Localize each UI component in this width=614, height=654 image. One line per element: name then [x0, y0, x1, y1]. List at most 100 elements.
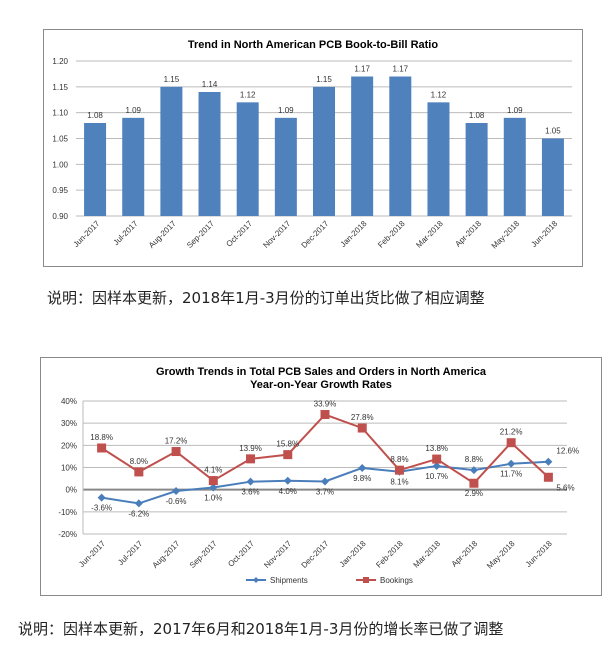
data-label: 12.6%	[556, 447, 579, 456]
shipments-point	[358, 463, 367, 472]
bookings-point	[283, 450, 293, 460]
book-to-bill-chart: Trend in North American PCB Book-to-Bill…	[43, 29, 583, 267]
bookings-point	[320, 410, 330, 420]
data-label: 13.9%	[239, 444, 262, 453]
data-label: 1.15	[164, 75, 180, 84]
shipments-point	[134, 499, 143, 508]
data-label: 3.6%	[241, 488, 259, 497]
data-label: 1.09	[125, 106, 141, 115]
y-tick-label: 40%	[61, 397, 77, 406]
shipments-point	[283, 476, 292, 485]
data-label: 4.1%	[204, 466, 222, 475]
data-label: 8.8%	[390, 455, 408, 464]
legend-marker	[363, 577, 369, 583]
bookings-point	[357, 423, 367, 433]
x-tick-label: Nov-2017	[261, 219, 292, 250]
bar	[541, 138, 564, 216]
x-tick-label: Dec-2017	[300, 539, 331, 570]
shipments-point	[172, 486, 181, 495]
x-tick-label: Apr-2018	[453, 219, 483, 249]
bookings-point	[134, 467, 144, 477]
x-tick-label: Jun-2017	[77, 539, 107, 569]
data-label: 1.14	[202, 80, 218, 89]
series-line-bookings	[101, 413, 550, 485]
data-label: 1.09	[278, 106, 294, 115]
growth-trends-chart: Growth Trends in Total PCB Sales and Ord…	[40, 357, 602, 596]
bar	[389, 76, 412, 216]
data-label: 1.08	[87, 111, 103, 120]
data-label: 1.12	[240, 90, 256, 99]
bar	[503, 117, 526, 216]
x-tick-label: Aug-2017	[147, 219, 178, 250]
y-tick-label: 0.95	[52, 186, 68, 195]
legend-label: Bookings	[380, 576, 413, 585]
data-label: 2.9%	[465, 489, 483, 498]
data-label: 9.8%	[353, 474, 371, 483]
data-label: 1.05	[545, 127, 561, 136]
data-label: -0.6%	[166, 497, 187, 506]
book-to-bill-svg: Trend in North American PCB Book-to-Bill…	[52, 39, 572, 251]
data-label: 11.7%	[500, 470, 522, 479]
data-label: -6.2%	[128, 509, 149, 518]
x-tick-label: May-2018	[485, 539, 517, 571]
bar	[84, 123, 107, 216]
x-tick-label: Oct-2017	[224, 219, 254, 249]
data-label: 17.2%	[165, 437, 188, 446]
y-tick-label: 1.20	[52, 57, 68, 66]
x-tick-label: Oct-2017	[226, 539, 256, 569]
y-tick-label: 0%	[65, 486, 77, 495]
data-label: 1.17	[393, 65, 409, 74]
data-label: 8.0%	[130, 457, 148, 466]
bar	[465, 123, 488, 216]
shipments-point	[432, 461, 441, 470]
data-label: 1.17	[354, 65, 370, 74]
x-tick-label: Mar-2018	[414, 219, 445, 250]
y-tick-label: 10%	[61, 464, 77, 473]
y-tick-label: 30%	[61, 419, 77, 428]
x-tick-label: Jan-2018	[339, 219, 369, 249]
data-label: 3.7%	[316, 487, 334, 496]
x-tick-label: Jun-2018	[524, 539, 554, 569]
data-label: 1.15	[316, 75, 332, 84]
y-tick-label: 1.15	[52, 83, 68, 92]
chart-subtitle: Year-on-Year Growth Rates	[250, 379, 392, 391]
legend-label: Shipments	[270, 576, 308, 585]
data-label: 1.0%	[204, 493, 222, 502]
data-label: 15.8%	[276, 440, 299, 449]
data-label: 8.8%	[465, 455, 483, 464]
data-label: 4.0%	[279, 487, 297, 496]
y-tick-label: 0.90	[52, 212, 68, 221]
bar	[351, 76, 374, 216]
x-tick-label: Feb-2018	[374, 539, 405, 570]
bookings-point	[394, 465, 404, 475]
bar	[427, 102, 450, 216]
x-tick-label: Jun-2018	[529, 219, 559, 249]
x-tick-label: Sep-2017	[185, 219, 216, 250]
data-label: 33.9%	[314, 400, 337, 409]
data-label: -3.6%	[91, 504, 112, 513]
y-tick-label: 1.00	[52, 160, 68, 169]
x-tick-label: Mar-2018	[412, 539, 443, 570]
bar	[198, 92, 221, 216]
bar	[313, 86, 335, 216]
bookings-point	[506, 438, 516, 448]
chart-title: Growth Trends in Total PCB Sales and Ord…	[156, 366, 487, 378]
y-tick-label: 20%	[61, 441, 77, 450]
bookings-point	[208, 476, 218, 486]
y-tick-label: -10%	[58, 508, 77, 517]
x-tick-label: May-2018	[490, 219, 522, 251]
data-label: 1.12	[431, 90, 447, 99]
x-tick-label: Jun-2017	[72, 219, 102, 249]
shipments-point	[209, 483, 218, 492]
data-label: 1.08	[469, 111, 485, 120]
x-tick-label: Jul-2017	[116, 539, 144, 567]
x-tick-label: Nov-2017	[262, 539, 293, 570]
shipments-point	[97, 493, 106, 502]
shipments-point	[321, 477, 329, 486]
growth-trends-svg: Growth Trends in Total PCB Sales and Ord…	[58, 366, 579, 585]
data-label: 8.1%	[390, 478, 408, 487]
data-label: 21.2%	[500, 428, 523, 437]
data-label: 10.7%	[425, 472, 448, 481]
x-tick-label: Dec-2017	[300, 219, 331, 250]
bar	[122, 117, 145, 216]
